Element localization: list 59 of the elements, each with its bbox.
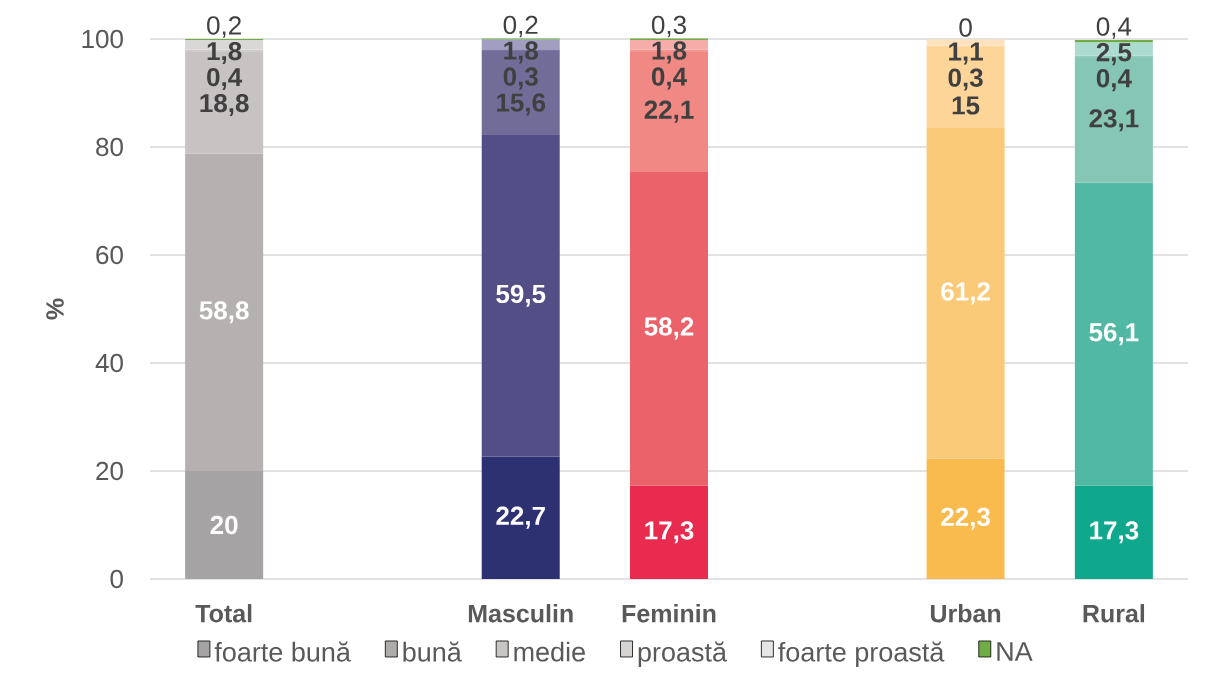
legend-label: proastă [638, 641, 727, 668]
bar [185, 471, 264, 579]
data-label: 0,4 [651, 67, 687, 90]
data-label: 0,2 [503, 15, 538, 38]
data-label: 0,2 [207, 16, 241, 38]
bar [926, 458, 1005, 579]
data-label: 58,2 [644, 317, 694, 340]
y-tick-label: 60 [96, 245, 123, 265]
data-label: 17,3 [1090, 521, 1139, 544]
data-label: 0,3 [503, 67, 538, 90]
data-label: 1,8 [207, 41, 242, 65]
legend-label: foarte proastă [778, 641, 945, 668]
legend-label: bună [403, 641, 462, 662]
x-tick-label: Masculin [468, 604, 573, 623]
data-label: 22,7 [496, 506, 545, 529]
data-label: 56,1 [1089, 323, 1139, 346]
bar [481, 456, 560, 579]
x-tick-label: Feminin [622, 604, 716, 623]
data-label: 15 [952, 96, 980, 115]
data-label: 1,8 [652, 41, 687, 64]
legend-label: foarte bună [214, 641, 351, 662]
data-label: 17,3 [645, 521, 694, 544]
data-label: 0,4 [1096, 68, 1132, 92]
y-tick-label: 40 [95, 353, 123, 373]
bar [481, 135, 560, 457]
y-tick-label: 0 [110, 569, 123, 589]
data-label: 0,4 [207, 67, 243, 91]
data-label: 22,3 [941, 507, 990, 530]
data-label: 20 [210, 515, 238, 535]
data-label: 23,1 [1089, 109, 1139, 132]
legend-label: NA [997, 642, 1033, 661]
y-tick-label: 100 [82, 29, 123, 49]
data-label: 2,5 [1096, 42, 1132, 66]
data-label: 18,8 [200, 93, 249, 117]
y-axis-title: % [46, 298, 64, 320]
data-label: 58,8 [199, 301, 249, 324]
legend-label: medie [514, 641, 585, 662]
bar [1074, 182, 1153, 486]
x-tick-label: Urban [930, 604, 1001, 623]
bar [630, 171, 709, 486]
bar [1074, 40, 1153, 43]
data-label: 0 [959, 18, 972, 37]
data-label: 0,3 [651, 15, 686, 38]
data-label: 59,5 [496, 284, 546, 307]
y-tick-label: 80 [96, 137, 123, 157]
data-label: 1,8 [504, 41, 539, 64]
bar [185, 153, 264, 471]
x-tick-label: Total [195, 604, 252, 623]
bar [630, 485, 709, 579]
bar [926, 128, 1005, 459]
data-label: 0,4 [1096, 17, 1132, 39]
data-label: 22,1 [644, 100, 694, 123]
bar [1074, 485, 1153, 579]
data-label: 1,1 [949, 42, 983, 65]
data-label: 0,3 [948, 68, 983, 91]
y-tick-label: 20 [96, 461, 123, 481]
x-tick-label: Rural [1083, 604, 1145, 623]
data-label: 61,2 [941, 282, 990, 305]
data-label: 15,6 [497, 93, 546, 116]
